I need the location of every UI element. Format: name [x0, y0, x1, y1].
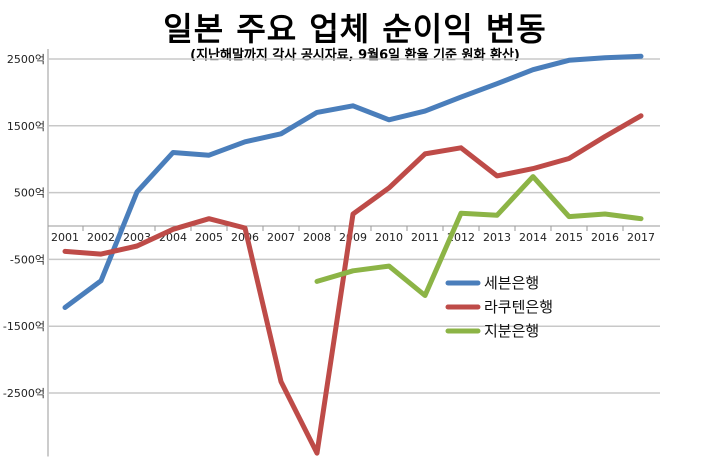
y-tick-label: 1500억	[7, 120, 45, 133]
x-tick-label: 2001	[51, 231, 79, 244]
x-tick-label: 2016	[591, 231, 619, 244]
x-tick-label: 2017	[627, 231, 655, 244]
x-tick-label: 2007	[267, 231, 295, 244]
series-line-1	[62, 53, 644, 310]
legend-label: 라쿠텐은행	[484, 298, 553, 316]
series-line-2	[62, 113, 644, 456]
x-tick-label: 2013	[483, 231, 511, 244]
series-line-3	[314, 174, 644, 298]
y-tick-label: -500억	[10, 253, 45, 266]
y-tick-label: 500억	[14, 187, 45, 200]
x-tick-label: 2002	[87, 231, 115, 244]
y-tick-label: -1500억	[3, 320, 45, 333]
x-tick-label: 2011	[411, 231, 439, 244]
x-tick-label: 2009	[339, 231, 367, 244]
x-tick-label: 2005	[195, 231, 223, 244]
x-tick-label: 2010	[375, 231, 403, 244]
x-tick-label: 2008	[303, 231, 331, 244]
x-tick-label: 2015	[555, 231, 583, 244]
y-tick-label: -2500억	[3, 387, 45, 400]
x-tick-label: 2014	[519, 231, 547, 244]
legend-label: 세븐은행	[484, 274, 539, 292]
y-tick-label: 2500억	[7, 53, 45, 66]
legend-label: 지분은행	[484, 322, 539, 340]
chart-title: 일본 주요 업체 순이익 변동	[163, 10, 547, 48]
